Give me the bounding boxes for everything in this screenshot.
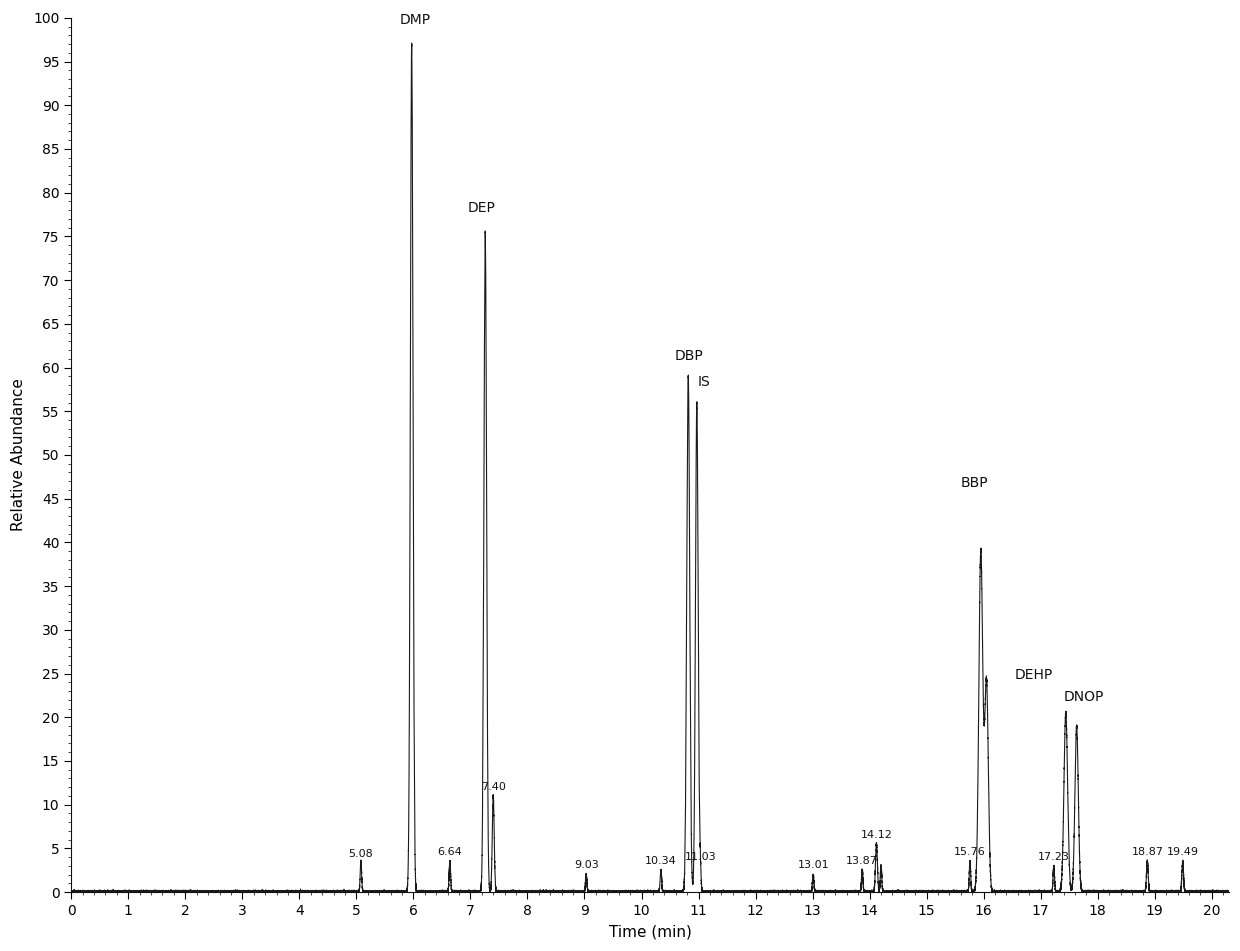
Text: DBP: DBP [675,349,703,363]
Text: 18.87: 18.87 [1131,847,1163,857]
Text: 13.01: 13.01 [797,861,830,870]
Text: BBP: BBP [961,476,988,490]
Text: DNOP: DNOP [1064,690,1104,704]
Text: 7.40: 7.40 [481,782,506,791]
Text: DEHP: DEHP [1016,669,1053,682]
Text: 14.12: 14.12 [861,829,893,840]
Text: 19.49: 19.49 [1167,847,1199,857]
Text: 15.76: 15.76 [954,847,986,857]
Text: 17.23: 17.23 [1038,851,1070,862]
Text: 6.64: 6.64 [438,847,463,857]
Text: 9.03: 9.03 [574,861,599,870]
Text: 11.03: 11.03 [684,851,715,862]
Text: DMP: DMP [399,12,430,27]
X-axis label: Time (min): Time (min) [609,925,692,940]
Text: 13.87: 13.87 [846,856,878,866]
Text: DEP: DEP [467,201,496,215]
Text: IS: IS [697,376,711,389]
Text: 5.08: 5.08 [348,849,373,859]
Text: 10.34: 10.34 [645,856,677,866]
Y-axis label: Relative Abundance: Relative Abundance [11,378,26,532]
